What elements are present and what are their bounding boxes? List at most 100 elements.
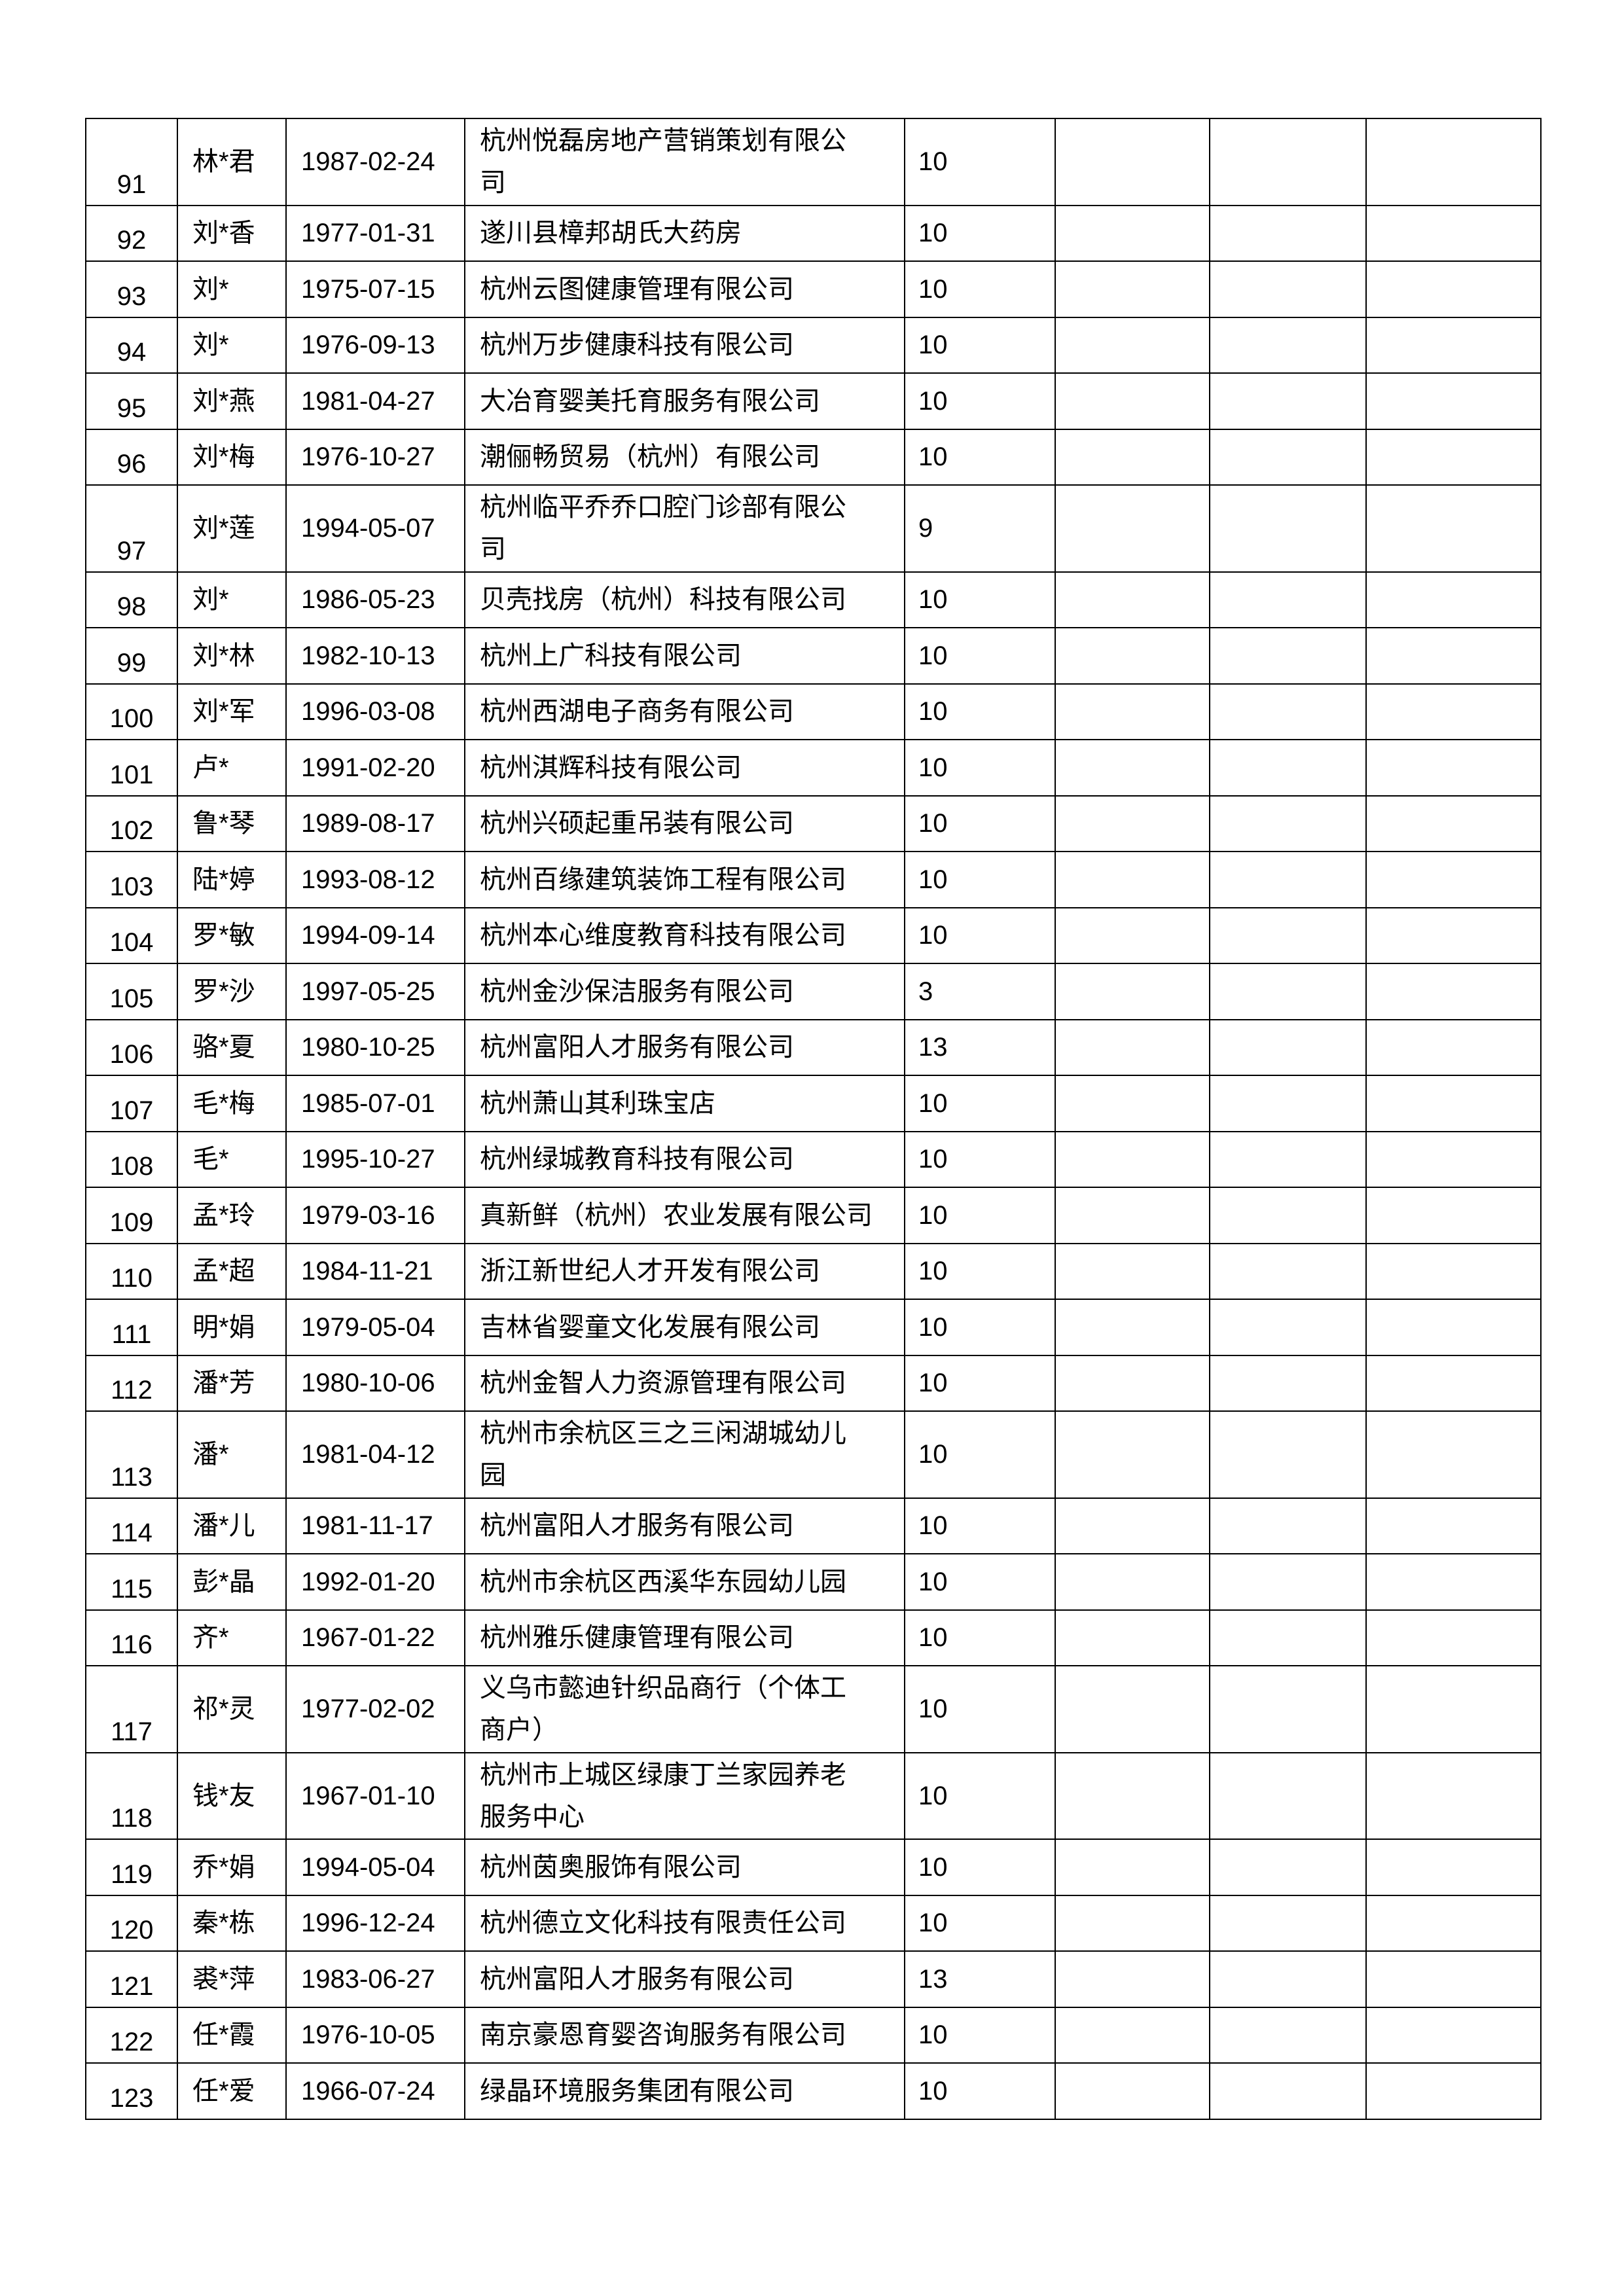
person-name: 鲁*琴	[177, 795, 287, 852]
row-number: 122	[85, 2006, 178, 2064]
empty-cell	[1365, 1187, 1542, 1244]
table-row: 117 祁*灵 1977-02-02 义乌市懿迪针织品商行（个体工 商户） 10	[85, 1665, 1542, 1753]
empty-cell	[1055, 683, 1210, 740]
score: 10	[904, 1410, 1056, 1499]
empty-cell	[1209, 1665, 1367, 1753]
empty-cell	[1055, 204, 1210, 262]
empty-cell	[1055, 1665, 1210, 1753]
empty-cell	[1055, 372, 1210, 430]
table-row: 94 刘* 1976-09-13 杭州万步健康科技有限公司 10	[85, 316, 1542, 374]
birth-date: 1980-10-25	[285, 1018, 465, 1076]
empty-cell	[1055, 260, 1210, 318]
score: 10	[904, 1187, 1056, 1244]
empty-cell	[1209, 1187, 1367, 1244]
table-row: 119 乔*娟 1994-05-04 杭州茵奥服饰有限公司 10	[85, 1839, 1542, 1896]
empty-cell	[1209, 1497, 1367, 1554]
person-name: 刘*梅	[177, 428, 287, 486]
table-row: 122 任*霞 1976-10-05 南京豪恩育婴咨询服务有限公司 10	[85, 2006, 1542, 2064]
empty-cell	[1209, 118, 1367, 206]
empty-cell	[1209, 963, 1367, 1020]
score: 13	[904, 1018, 1056, 1076]
company-name: 杭州兴硕起重吊装有限公司	[464, 795, 905, 852]
table-row: 121 裘*萍 1983-06-27 杭州富阳人才服务有限公司 13	[85, 1950, 1542, 2008]
empty-cell	[1365, 739, 1542, 797]
table-row: 116 齐* 1967-01-22 杭州雅乐健康管理有限公司 10	[85, 1609, 1542, 1666]
row-number: 106	[85, 1018, 178, 1076]
empty-cell	[1209, 1299, 1367, 1356]
company-name: 杭州本心维度教育科技有限公司	[464, 906, 905, 964]
company-name: 义乌市懿迪针织品商行（个体工 商户）	[464, 1665, 905, 1753]
score: 10	[904, 1354, 1056, 1412]
empty-cell	[1055, 963, 1210, 1020]
person-name: 任*霞	[177, 2006, 287, 2064]
company-name: 杭州萧山其利珠宝店	[464, 1075, 905, 1132]
roster-table: 91 林*君 1987-02-24 杭州悦磊房地产营销策划有限公 司 10 92 刘*香 19…	[85, 118, 1542, 2120]
person-name: 骆*夏	[177, 1018, 287, 1076]
empty-cell	[1055, 2062, 1210, 2120]
row-number: 109	[85, 1187, 178, 1244]
person-name: 潘*	[177, 1410, 287, 1499]
person-name: 刘*	[177, 571, 287, 628]
empty-cell	[1209, 795, 1367, 852]
company-name: 浙江新世纪人才开发有限公司	[464, 1242, 905, 1300]
row-number: 100	[85, 683, 178, 740]
birth-date: 1994-05-04	[285, 1839, 465, 1896]
birth-date: 1982-10-13	[285, 627, 465, 685]
person-name: 刘*莲	[177, 484, 287, 573]
table-body: 91 林*君 1987-02-24 杭州悦磊房地产营销策划有限公 司 10 92 刘*香 19…	[85, 118, 1542, 2120]
table-row: 123 任*爱 1966-07-24 绿晶环境服务集团有限公司 10	[85, 2062, 1542, 2120]
empty-cell	[1209, 204, 1367, 262]
empty-cell	[1055, 428, 1210, 486]
row-number: 95	[85, 372, 178, 430]
birth-date: 1994-09-14	[285, 906, 465, 964]
empty-cell	[1055, 1410, 1210, 1499]
empty-cell	[1365, 906, 1542, 964]
empty-cell	[1209, 484, 1367, 573]
company-name: 潮俪畅贸易（杭州）有限公司	[464, 428, 905, 486]
empty-cell	[1209, 1839, 1367, 1896]
birth-date: 1987-02-24	[285, 118, 465, 206]
score: 9	[904, 484, 1056, 573]
row-number: 97	[85, 484, 178, 573]
birth-date: 1983-06-27	[285, 1950, 465, 2008]
row-number: 107	[85, 1075, 178, 1132]
row-number: 99	[85, 627, 178, 685]
row-number: 117	[85, 1665, 178, 1753]
person-name: 毛*梅	[177, 1075, 287, 1132]
company-name: 杭州富阳人才服务有限公司	[464, 1018, 905, 1076]
empty-cell	[1055, 1075, 1210, 1132]
table-row: 108 毛* 1995-10-27 杭州绿城教育科技有限公司 10	[85, 1130, 1542, 1188]
table-row: 98 刘* 1986-05-23 贝壳找房（杭州）科技有限公司 10	[85, 571, 1542, 628]
empty-cell	[1365, 484, 1542, 573]
score: 10	[904, 851, 1056, 908]
score: 10	[904, 795, 1056, 852]
row-number: 98	[85, 571, 178, 628]
empty-cell	[1209, 260, 1367, 318]
table-row: 109 孟*玲 1979-03-16 真新鲜（杭州）农业发展有限公司 10	[85, 1187, 1542, 1244]
score: 10	[904, 118, 1056, 206]
table-row: 106 骆*夏 1980-10-25 杭州富阳人才服务有限公司 13	[85, 1018, 1542, 1076]
birth-date: 1989-08-17	[285, 795, 465, 852]
empty-cell	[1055, 739, 1210, 797]
company-name: 杭州金沙保洁服务有限公司	[464, 963, 905, 1020]
company-name: 杭州茵奥服饰有限公司	[464, 1839, 905, 1896]
birth-date: 1994-05-07	[285, 484, 465, 573]
birth-date: 1981-04-27	[285, 372, 465, 430]
score: 10	[904, 739, 1056, 797]
empty-cell	[1365, 118, 1542, 206]
person-name: 毛*	[177, 1130, 287, 1188]
empty-cell	[1365, 1553, 1542, 1611]
row-number: 103	[85, 851, 178, 908]
score: 10	[904, 372, 1056, 430]
score: 10	[904, 1751, 1056, 1840]
birth-date: 1995-10-27	[285, 1130, 465, 1188]
row-number: 114	[85, 1497, 178, 1554]
empty-cell	[1055, 571, 1210, 628]
empty-cell	[1365, 2006, 1542, 2064]
person-name: 裘*萍	[177, 1950, 287, 2008]
empty-cell	[1055, 1894, 1210, 1952]
empty-cell	[1209, 851, 1367, 908]
empty-cell	[1209, 1410, 1367, 1499]
person-name: 乔*娟	[177, 1839, 287, 1896]
